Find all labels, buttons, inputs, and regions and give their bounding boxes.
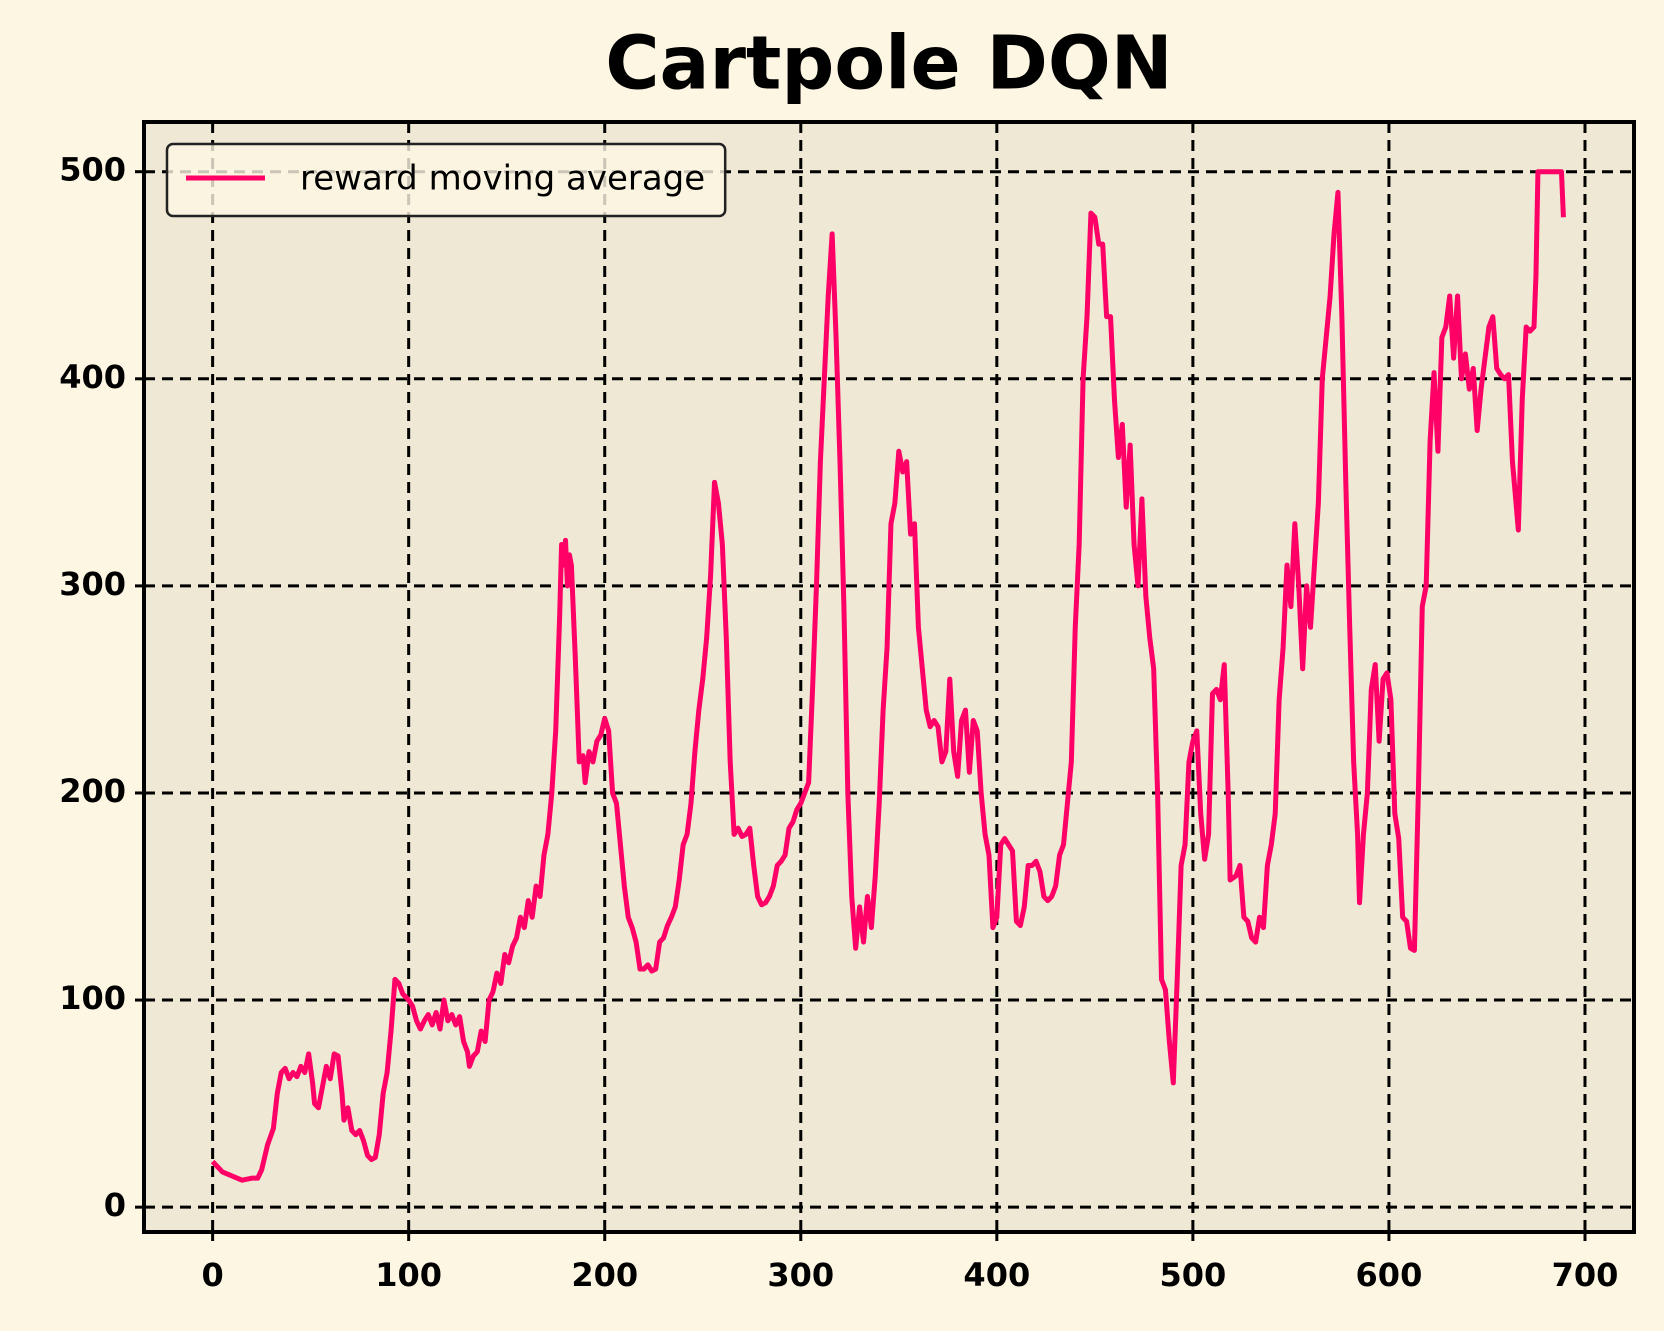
y-tick-label: 500 (59, 151, 126, 189)
series (210, 169, 1566, 1183)
chart-title: Cartpole DQN (605, 21, 1173, 107)
axes-frame (142, 120, 1636, 1234)
legend-label: reward moving average (300, 159, 705, 199)
x-tick-label: 400 (963, 1256, 1030, 1294)
grid (144, 122, 1634, 1232)
x-tick-label: 300 (767, 1256, 834, 1294)
plot-area (144, 122, 1634, 1232)
y-tick-label: 0 (104, 1186, 126, 1224)
x-tick-label: 600 (1356, 1256, 1423, 1294)
x-tick-label: 100 (375, 1256, 442, 1294)
y-tick-label: 200 (59, 772, 126, 810)
line (210, 169, 1566, 1183)
y-tick-label: 400 (59, 358, 126, 396)
x-tick-label: 0 (201, 1256, 223, 1294)
y-tick-label: 100 (59, 979, 126, 1017)
x-tick-label: 200 (571, 1256, 638, 1294)
y-tick-label: 300 (59, 565, 126, 603)
legend: reward moving average (165, 142, 727, 218)
x-tick-label: 500 (1159, 1256, 1226, 1294)
legend-box (165, 142, 727, 218)
x-tick-label: 700 (1552, 1256, 1619, 1294)
